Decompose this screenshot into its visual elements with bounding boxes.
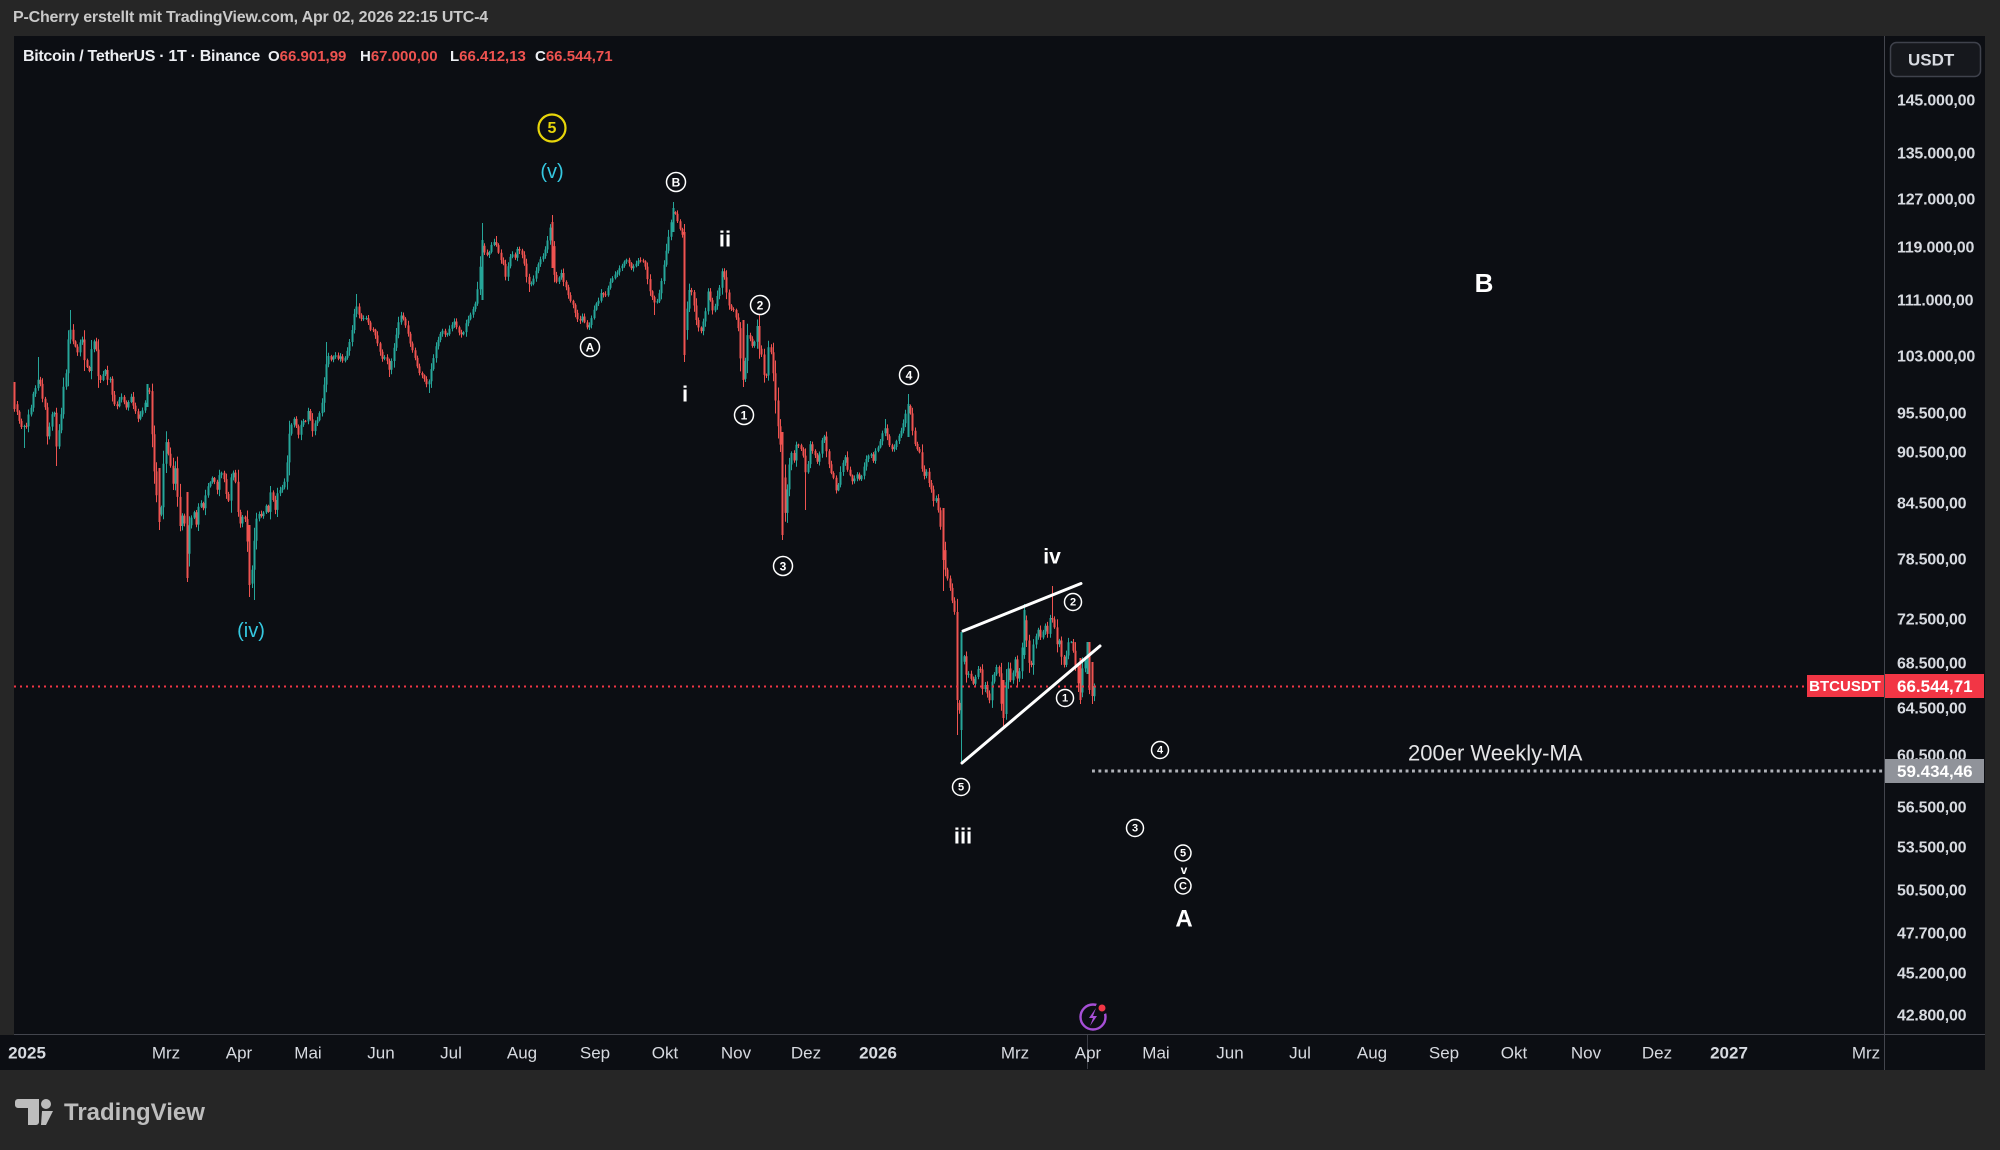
svg-text:Sep: Sep xyxy=(1429,1044,1459,1063)
svg-text:5: 5 xyxy=(958,782,964,794)
svg-text:1: 1 xyxy=(1062,693,1068,705)
svg-text:78.500,00: 78.500,00 xyxy=(1897,552,1967,569)
svg-text:200er Weekly-MA: 200er Weekly-MA xyxy=(1408,741,1583,766)
svg-text:3: 3 xyxy=(1132,823,1138,835)
svg-text:(iv): (iv) xyxy=(237,620,265,642)
svg-text:53.500,00: 53.500,00 xyxy=(1897,840,1967,857)
svg-text:BTCUSDT: BTCUSDT xyxy=(1809,678,1881,695)
svg-text:C: C xyxy=(1179,881,1187,893)
svg-text:127.000,00: 127.000,00 xyxy=(1897,192,1975,209)
svg-text:2: 2 xyxy=(1070,597,1076,609)
svg-text:47.700,00: 47.700,00 xyxy=(1897,926,1967,943)
svg-text:50.500,00: 50.500,00 xyxy=(1897,883,1967,900)
svg-text:Mai: Mai xyxy=(294,1044,321,1063)
svg-text:TradingView: TradingView xyxy=(64,1099,205,1126)
svg-text:i: i xyxy=(682,382,688,407)
svg-text:Nov: Nov xyxy=(721,1044,752,1063)
svg-text:2: 2 xyxy=(757,299,764,313)
svg-text:103.000,00: 103.000,00 xyxy=(1897,349,1975,366)
svg-text:B: B xyxy=(672,176,681,190)
svg-text:64.500,00: 64.500,00 xyxy=(1897,701,1967,718)
svg-text:A: A xyxy=(1175,906,1192,933)
svg-text:Jun: Jun xyxy=(367,1044,394,1063)
svg-text:Mrz: Mrz xyxy=(1852,1044,1880,1063)
svg-text:Jun: Jun xyxy=(1216,1044,1243,1063)
svg-text:Aug: Aug xyxy=(1357,1044,1387,1063)
svg-text:Okt: Okt xyxy=(1501,1044,1528,1063)
svg-text:Jul: Jul xyxy=(1289,1044,1311,1063)
svg-text:84.500,00: 84.500,00 xyxy=(1897,496,1967,513)
svg-text:95.500,00: 95.500,00 xyxy=(1897,406,1967,423)
svg-text:72.500,00: 72.500,00 xyxy=(1897,612,1967,629)
svg-text:5: 5 xyxy=(548,120,557,137)
svg-text:Dez: Dez xyxy=(1642,1044,1672,1063)
svg-text:Jul: Jul xyxy=(440,1044,462,1063)
svg-text:45.200,00: 45.200,00 xyxy=(1897,966,1967,983)
svg-text:Aug: Aug xyxy=(507,1044,537,1063)
svg-text:Mrz: Mrz xyxy=(152,1044,180,1063)
svg-text:111.000,00: 111.000,00 xyxy=(1897,293,1974,310)
svg-text:135.000,00: 135.000,00 xyxy=(1897,146,1975,163)
svg-text:v: v xyxy=(1181,863,1188,877)
svg-text:Apr: Apr xyxy=(1075,1044,1102,1063)
svg-text:A: A xyxy=(586,341,595,355)
svg-text:Mai: Mai xyxy=(1142,1044,1169,1063)
svg-text:68.500,00: 68.500,00 xyxy=(1897,656,1967,673)
svg-text:B: B xyxy=(1475,268,1494,298)
svg-text:3: 3 xyxy=(780,560,787,574)
svg-text:66.544,71: 66.544,71 xyxy=(1897,677,1973,696)
svg-text:Sep: Sep xyxy=(580,1044,610,1063)
svg-text:4: 4 xyxy=(906,369,913,383)
svg-text:1: 1 xyxy=(741,409,748,423)
svg-text:iii: iii xyxy=(954,824,972,849)
svg-text:2025: 2025 xyxy=(8,1044,46,1063)
svg-text:2026: 2026 xyxy=(859,1044,897,1063)
svg-text:145.000,00: 145.000,00 xyxy=(1897,93,1975,110)
svg-text:ii: ii xyxy=(719,227,731,252)
svg-text:90.500,00: 90.500,00 xyxy=(1897,445,1967,462)
svg-text:Okt: Okt xyxy=(652,1044,679,1063)
svg-text:56.500,00: 56.500,00 xyxy=(1897,800,1967,817)
svg-text:119.000,00: 119.000,00 xyxy=(1897,240,1974,257)
svg-text:Nov: Nov xyxy=(1571,1044,1602,1063)
svg-text:4: 4 xyxy=(1157,745,1164,757)
svg-text:Dez: Dez xyxy=(791,1044,821,1063)
svg-text:59.434,46: 59.434,46 xyxy=(1897,762,1973,781)
svg-text:Apr: Apr xyxy=(226,1044,253,1063)
svg-text:Mrz: Mrz xyxy=(1001,1044,1029,1063)
svg-text:5: 5 xyxy=(1180,848,1186,860)
svg-text:iv: iv xyxy=(1043,546,1061,569)
svg-text:2027: 2027 xyxy=(1710,1044,1748,1063)
svg-text:(v): (v) xyxy=(540,161,563,183)
svg-text:USDT: USDT xyxy=(1908,51,1955,70)
svg-text:42.800,00: 42.800,00 xyxy=(1897,1008,1967,1025)
